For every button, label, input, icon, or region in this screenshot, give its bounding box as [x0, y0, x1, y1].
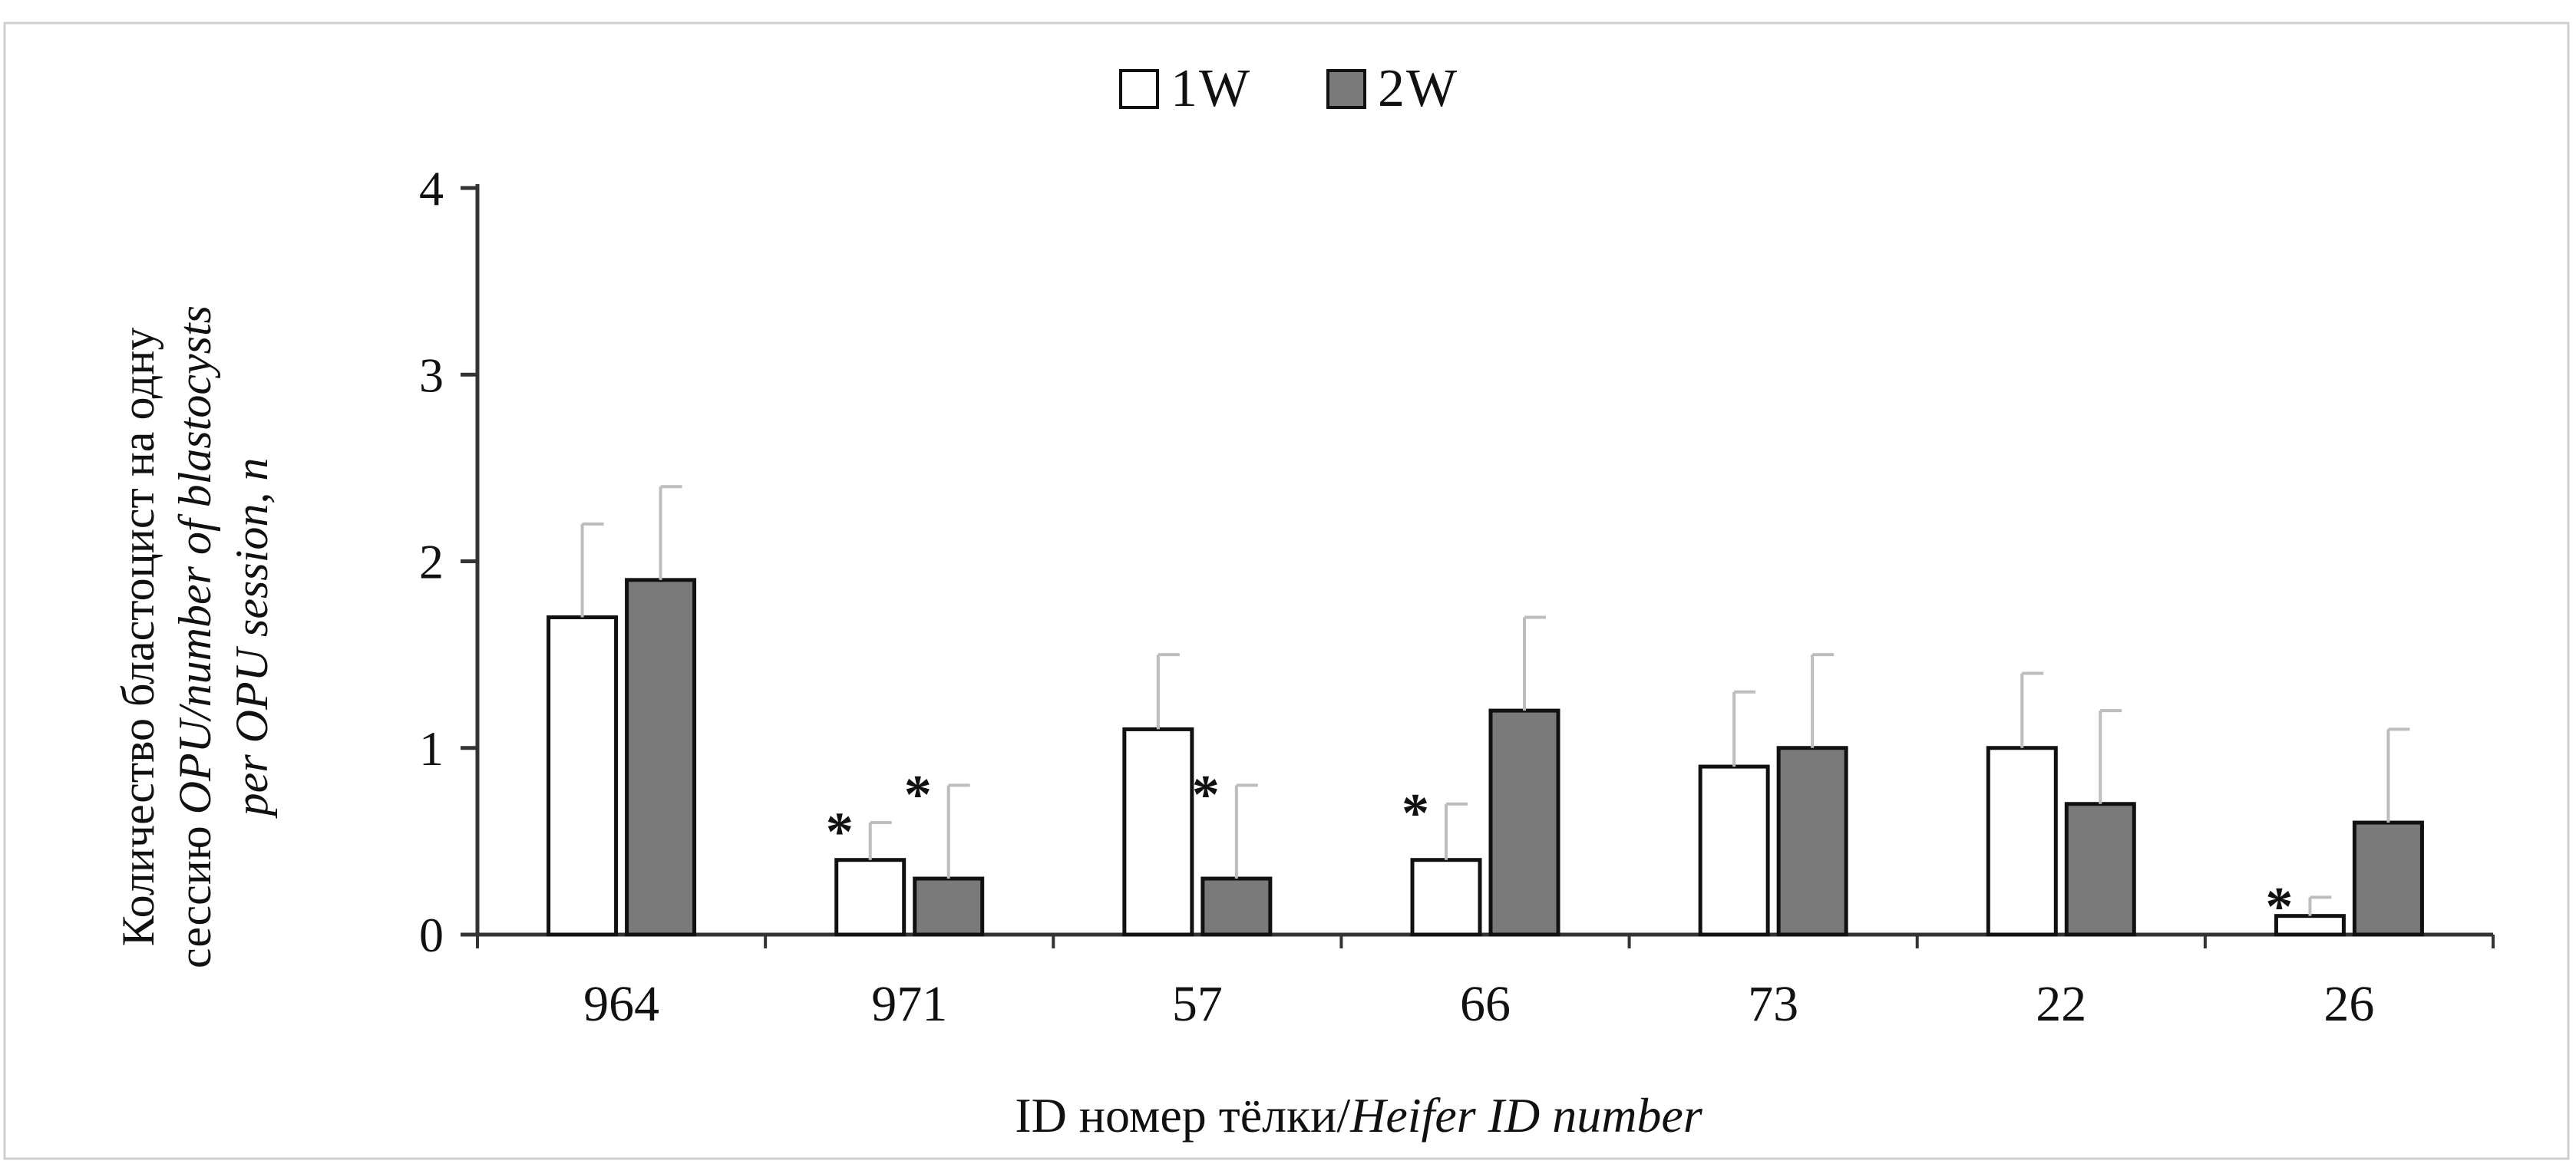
legend-label-1w: 1W	[1171, 59, 1251, 118]
legend-swatch-2w	[1326, 69, 1366, 109]
bar-1w-57	[1122, 727, 1194, 937]
y-axis-title-line-3: per OPU session, n	[226, 458, 277, 819]
bar-1w-26	[2274, 914, 2346, 937]
significance-star: *	[2265, 876, 2293, 937]
bar-2w-73	[1776, 746, 1848, 937]
bar-2w-971	[913, 876, 985, 937]
x-axis-title: ID номер тёлки/Heifer ID number	[1015, 1088, 1703, 1143]
legend: 1W 2W	[1119, 59, 1458, 118]
y-axis-title-line-1: Количество бластоцист на одну	[113, 328, 163, 947]
y-tick-label: 3	[419, 348, 444, 402]
bar-2w-22	[2064, 802, 2136, 937]
x-tick-label: 971	[871, 976, 947, 1032]
figure-border	[3, 21, 2570, 1160]
bar-1w-22	[1986, 746, 2058, 937]
bar-1w-73	[1698, 764, 1770, 937]
x-tick-label: 964	[583, 976, 659, 1032]
legend-swatch-1w	[1119, 69, 1159, 109]
bar-2w-66	[1488, 708, 1560, 937]
x-tick-label: 57	[1172, 976, 1223, 1032]
y-tick-label: 1	[419, 721, 444, 776]
x-tick-label: 73	[1748, 976, 1798, 1032]
bar-2w-26	[2352, 820, 2424, 937]
y-tick-label: 4	[419, 161, 444, 216]
significance-star: *	[1192, 763, 1220, 825]
x-tick-label: 26	[2323, 976, 2374, 1032]
bar-1w-66	[1410, 858, 1482, 937]
y-axis-title-line-2-plain: сессию	[170, 814, 220, 968]
y-axis-title: Количество бластоцист на одну сессию OPU…	[113, 305, 277, 968]
y-tick-label: 0	[419, 908, 444, 962]
bar-1w-971	[834, 858, 907, 937]
significance-star: *	[904, 763, 932, 825]
x-axis-title-plain: ID номер тёлки/	[1015, 1088, 1350, 1143]
x-axis-title-italic: Heifer ID number	[1349, 1088, 1703, 1143]
y-axis-title-line-2: сессию OPU/number of blastocysts	[170, 305, 220, 968]
x-tick-label: 22	[2036, 976, 2086, 1032]
significance-star: *	[826, 801, 854, 862]
plot-area: 0 1 2 3 4 964 971 * * 57 * 66 * 73 22 26 *	[419, 161, 2495, 1032]
bar-2w-964	[625, 578, 697, 937]
y-tick-label: 2	[419, 535, 444, 589]
legend-label-2w: 2W	[1378, 59, 1458, 118]
x-tick-label: 66	[1460, 976, 1511, 1032]
bar-1w-964	[547, 615, 619, 937]
bar-2w-57	[1200, 876, 1273, 937]
significance-star: *	[1402, 783, 1429, 844]
y-axis-title-line-2-italic: OPU/number of blastocysts	[170, 305, 220, 814]
